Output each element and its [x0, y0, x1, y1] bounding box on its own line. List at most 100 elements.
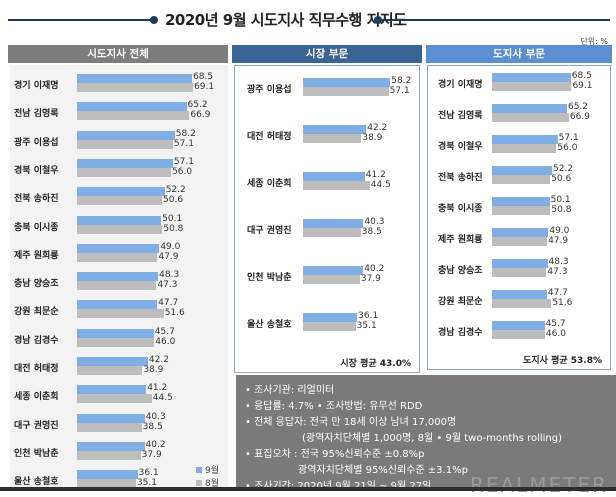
- survey-notes: • 조사기관: 리얼미터 • 응답률: 4.7% • 조사방법: 유무선 RDD…: [236, 375, 616, 497]
- bar-aug: [492, 82, 572, 91]
- value-label-sep: 52.2: [165, 185, 186, 196]
- bar-aug: [77, 366, 143, 375]
- value-label-sep: 40.3: [145, 411, 166, 422]
- value-label-aug: 50.8: [163, 223, 184, 234]
- chart-row: 인천 박남춘 40.2 37.9: [10, 440, 228, 463]
- chart-row: 경남 김경수 45.7 46.0: [428, 320, 610, 342]
- chart-row: 경기 이재명 68.5 69.1: [10, 73, 228, 95]
- bar-sep: [492, 166, 553, 175]
- value-label-sep: 68.5: [193, 72, 214, 82]
- value-label-sep: 57.1: [558, 133, 579, 143]
- value-label-sep: 49.0: [549, 226, 570, 236]
- bar-sep: [77, 470, 138, 480]
- note-respondents: • 전체 응답자: 전국 만 18세 이상 남녀 17,000명: [245, 417, 457, 428]
- value-label-aug: 44.5: [370, 180, 391, 190]
- note-sampling-error: • 표집오차 : 전국 95%신뢰수준 ±0.8%p: [245, 449, 425, 460]
- bar-sep: [77, 385, 147, 395]
- value-label-aug: 51.6: [552, 298, 573, 308]
- category-label: 전북 송하진: [14, 194, 59, 205]
- category-label: 충북 이시종: [14, 222, 59, 233]
- title-row: 2020년 9월 시도지사 직무수행 지지도: [0, 8, 616, 32]
- category-label: 충북 이시종: [438, 204, 483, 214]
- bar-sep: [492, 321, 545, 330]
- chart-row: 세종 이춘희 41.2 44.5: [10, 384, 228, 406]
- value-label-aug: 56.0: [172, 166, 193, 177]
- value-label-sep: 40.2: [364, 264, 385, 274]
- value-label-aug: 38.9: [143, 365, 164, 375]
- bar-sep: [77, 187, 165, 197]
- chart-row: 경북 이철우 57.1 56.0: [10, 156, 228, 180]
- bar-aug: [77, 224, 163, 234]
- title-line-left: [8, 19, 153, 21]
- bar-sep: [303, 125, 367, 134]
- value-label-aug: 46.0: [155, 336, 176, 347]
- value-label-sep: 57.1: [173, 156, 194, 167]
- value-label-sep: 41.2: [147, 383, 168, 394]
- bar-aug: [77, 479, 136, 489]
- chart-row: 울산 송철호 36.1 35.1: [235, 312, 419, 334]
- bar-aug: [303, 87, 389, 96]
- legend-label-aug: 8월: [205, 479, 220, 489]
- value-label-sep: 48.3: [159, 270, 180, 281]
- legend-swatch-sep: [196, 466, 202, 473]
- bar-sep: [77, 300, 158, 310]
- note-response-rate: • 응답률: 4.7% • 조사방법: 유무선 RDD: [245, 401, 423, 412]
- category-label: 세종 이춘희: [247, 179, 292, 189]
- category-label: 경북 이철우: [14, 165, 59, 176]
- note-respondents-detail: (광역자치단체별 1,000명, 8월 • 9월 two-months roll…: [302, 433, 563, 444]
- value-label-aug: 38.5: [142, 421, 163, 432]
- category-label: 전남 김영록: [438, 111, 483, 121]
- title-line-right: [378, 19, 610, 21]
- value-label-sep: 50.1: [162, 213, 183, 224]
- value-label-sep: 42.2: [367, 123, 388, 133]
- bar-aug: [492, 299, 552, 308]
- bar-aug: [303, 322, 356, 331]
- category-label: 대전 허태정: [14, 364, 59, 374]
- chart-row: 강원 최문순 47.7 51.6: [428, 289, 610, 311]
- legend-label-sep: 9월: [205, 466, 220, 476]
- value-label-aug: 44.5: [152, 393, 173, 404]
- bar-aug: [303, 275, 360, 284]
- panel-header-all: 시도지사 전체: [8, 45, 228, 63]
- bar-aug: [77, 167, 172, 177]
- value-label-aug: 46.0: [545, 329, 566, 339]
- bar-aug: [492, 268, 547, 277]
- value-label-sep: 65.2: [187, 100, 208, 111]
- bar-sep: [77, 74, 193, 83]
- value-label-sep: 58.2: [391, 76, 412, 86]
- bar-aug: [77, 252, 158, 262]
- value-label-sep: 45.7: [545, 319, 566, 329]
- value-label-sep: 47.7: [547, 288, 568, 298]
- category-label: 광주 이용섭: [247, 85, 292, 95]
- bar-sep: [492, 290, 547, 299]
- category-label: 울산 송철호: [14, 477, 59, 488]
- bar-aug: [492, 206, 551, 215]
- bar-aug: [492, 330, 545, 339]
- chart-row: 광주 이용섭 58.2 57.1: [10, 128, 228, 152]
- category-label: 광주 이용섭: [14, 137, 59, 148]
- value-label-sep: 42.2: [148, 355, 169, 365]
- value-label-aug: 56.0: [557, 143, 578, 153]
- bar-sep: [492, 259, 548, 268]
- bar-sep: [492, 104, 567, 113]
- category-label: 강원 최문순: [14, 307, 59, 318]
- category-label: 인천 박남춘: [247, 273, 292, 283]
- value-label-aug: 51.6: [164, 308, 185, 319]
- value-label-sep: 58.2: [175, 128, 196, 139]
- value-label-sep: 48.3: [548, 257, 569, 267]
- value-label-aug: 47.3: [547, 267, 568, 277]
- value-label-sep: 41.2: [365, 170, 386, 180]
- category-label: 세종 이춘희: [14, 392, 59, 403]
- chart-row: 충북 이시종 50.1 50.8: [10, 213, 228, 237]
- note-sampling-error-regional: 광역자치단체별 95%신뢰수준 ±3.1%p: [298, 465, 468, 476]
- bar-sep: [77, 328, 154, 338]
- bar-sep: [77, 272, 159, 282]
- bar-aug: [77, 281, 157, 291]
- bar-aug: [303, 134, 362, 143]
- chart-row: 대전 허태정 42.2 38.9: [10, 356, 228, 378]
- note-period: • 조사기간: 2020년 9월 21일 ~ 9월 27일: [245, 477, 431, 492]
- bar-sep: [77, 158, 173, 168]
- value-label-sep: 47.7: [158, 298, 179, 309]
- value-label-aug: 57.1: [173, 138, 194, 149]
- chart-row: 대구 권영진 40.3 38.5: [10, 411, 228, 435]
